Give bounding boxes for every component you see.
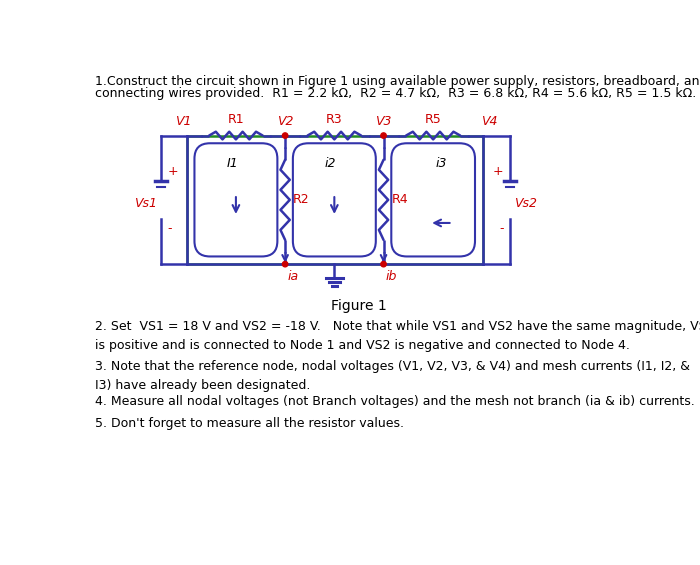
Text: ia: ia	[288, 270, 299, 283]
Text: i2: i2	[325, 157, 336, 170]
Text: V1: V1	[174, 115, 191, 128]
Circle shape	[381, 262, 386, 267]
Text: 4. Measure all nodal voltages (not Branch voltages) and the mesh not branch (ia : 4. Measure all nodal voltages (not Branc…	[95, 395, 695, 408]
Text: ib: ib	[386, 270, 398, 283]
Text: R1: R1	[228, 114, 244, 127]
Text: Vs2: Vs2	[514, 197, 537, 210]
Text: V3: V3	[375, 115, 392, 128]
Text: +: +	[167, 164, 178, 177]
Text: R4: R4	[391, 193, 408, 206]
Text: 5. Don't forget to measure all the resistor values.: 5. Don't forget to measure all the resis…	[95, 416, 405, 429]
Text: 2. Set  VS1 = 18 V and VS2 = -18 V.   Note that while VS1 and VS2 have the same : 2. Set VS1 = 18 V and VS2 = -18 V. Note …	[95, 320, 700, 352]
Text: R5: R5	[425, 114, 442, 127]
Text: R2: R2	[293, 193, 309, 206]
Text: connecting wires provided.  R1 = 2.2 kΩ,  R2 = 4.7 kΩ,  R3 = 6.8 kΩ, R4 = 5.6 kΩ: connecting wires provided. R1 = 2.2 kΩ, …	[95, 87, 696, 100]
Circle shape	[282, 262, 288, 267]
Text: 3. Note that the reference node, nodal voltages (V1, V2, V3, & V4) and mesh curr: 3. Note that the reference node, nodal v…	[95, 360, 690, 392]
Text: Figure 1: Figure 1	[331, 299, 386, 313]
Text: i3: i3	[435, 157, 447, 170]
Text: R3: R3	[326, 114, 343, 127]
Text: I1: I1	[226, 157, 238, 170]
Circle shape	[381, 133, 386, 138]
Text: 1.Construct the circuit shown in Figure 1 using available power supply, resistor: 1.Construct the circuit shown in Figure …	[95, 76, 700, 89]
Bar	[187, 136, 483, 264]
Text: V4: V4	[481, 115, 497, 128]
Text: -: -	[499, 222, 504, 235]
Text: +: +	[493, 164, 504, 177]
Text: Vs1: Vs1	[134, 197, 158, 210]
Circle shape	[282, 133, 288, 138]
Text: V2: V2	[277, 115, 293, 128]
Text: -: -	[167, 222, 172, 235]
